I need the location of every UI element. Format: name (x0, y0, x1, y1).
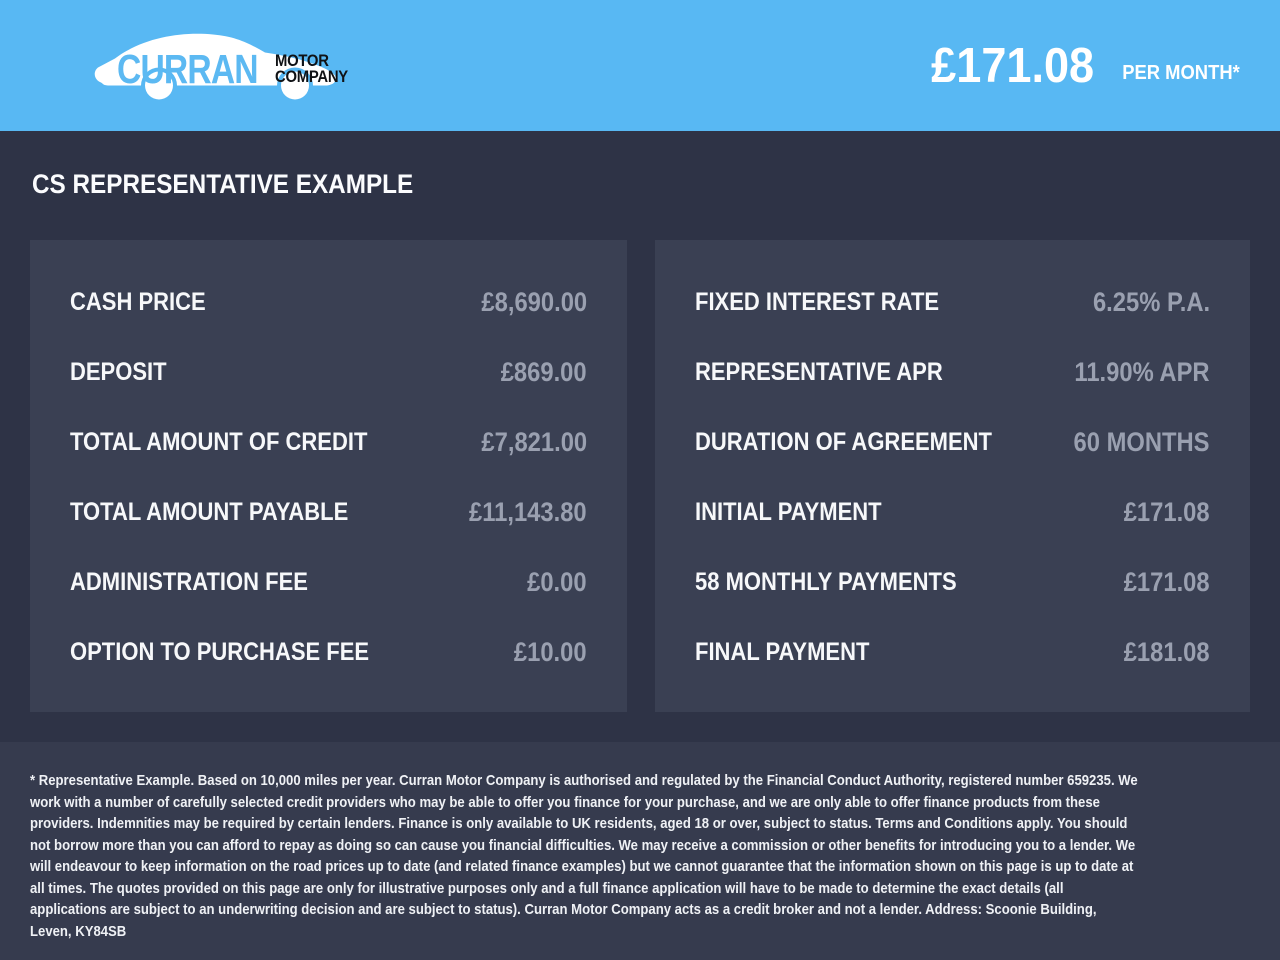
row-deposit: DEPOSIT £869.00 (70, 337, 587, 407)
row-value: £10.00 (514, 636, 587, 667)
row-initial-payment: INITIAL PAYMENT £171.08 (695, 477, 1210, 547)
row-label: 58 MONTHLY PAYMENTS (695, 567, 957, 596)
footer-disclaimer: * Representative Example. Based on 10,00… (30, 772, 1138, 940)
row-value: 60 MONTHS (1074, 426, 1210, 457)
company-logo[interactable]: CURRAN MOTOR COMPANY (85, 20, 348, 115)
row-total-amount-payable: TOTAL AMOUNT PAYABLE £11,143.80 (70, 477, 587, 547)
logo-brand-text: CURRAN (117, 46, 259, 92)
footer-bar: * Representative Example. Based on 10,00… (0, 742, 1280, 960)
logo-division-text: MOTOR COMPANY (274, 52, 348, 86)
row-value: 11.90% APR (1074, 356, 1210, 387)
row-administration-fee: ADMINISTRATION FEE £0.00 (70, 547, 587, 617)
row-label: FIXED INTEREST RATE (695, 287, 940, 316)
row-fixed-interest-rate: FIXED INTEREST RATE 6.25% P.A. (695, 267, 1210, 337)
row-option-to-purchase-fee: OPTION TO PURCHASE FEE £10.00 (70, 617, 587, 687)
monthly-price-suffix: PER MONTH* (1122, 62, 1240, 84)
row-monthly-payments: 58 MONTHLY PAYMENTS £171.08 (695, 547, 1210, 617)
row-label: OPTION TO PURCHASE FEE (70, 637, 370, 666)
row-cash-price: CASH PRICE £8,690.00 (70, 267, 587, 337)
row-label: INITIAL PAYMENT (695, 497, 882, 526)
page-title: CS REPRESENTATIVE EXAMPLE (32, 169, 414, 199)
row-label: TOTAL AMOUNT OF CREDIT (70, 427, 368, 456)
row-total-amount-of-credit: TOTAL AMOUNT OF CREDIT £7,821.00 (70, 407, 587, 477)
row-label: DEPOSIT (70, 357, 167, 386)
header-bar: CURRAN MOTOR COMPANY £171.08 PER MONTH* (0, 0, 1280, 131)
row-label: CASH PRICE (70, 287, 206, 316)
row-duration-of-agreement: DURATION OF AGREEMENT 60 MONTHS (695, 407, 1210, 477)
row-value: £869.00 (501, 356, 587, 387)
row-representative-apr: REPRESENTATIVE APR 11.90% APR (695, 337, 1210, 407)
row-value: £171.08 (1124, 566, 1210, 597)
row-label: DURATION OF AGREEMENT (695, 427, 992, 456)
row-value: £0.00 (527, 566, 587, 597)
row-final-payment: FINAL PAYMENT £181.08 (695, 617, 1210, 687)
row-value: £181.08 (1124, 636, 1210, 667)
row-value: 6.25% P.A. (1092, 286, 1210, 317)
monthly-price: £171.08 (931, 38, 1095, 93)
finance-example-section: CS REPRESENTATIVE EXAMPLE CASH PRICE £8,… (0, 131, 1280, 742)
finance-right-panel: FIXED INTEREST RATE 6.25% P.A. REPRESENT… (655, 240, 1250, 712)
row-value: £11,143.80 (469, 496, 587, 527)
row-label: REPRESENTATIVE APR (695, 357, 943, 386)
row-value: £7,821.00 (481, 426, 587, 457)
row-label: FINAL PAYMENT (695, 637, 870, 666)
finance-left-panel: CASH PRICE £8,690.00 DEPOSIT £869.00 TOT… (30, 240, 627, 712)
monthly-price-block: £171.08 PER MONTH* (917, 0, 1240, 131)
row-value: £8,690.00 (481, 286, 587, 317)
row-label: ADMINISTRATION FEE (70, 567, 308, 596)
row-label: TOTAL AMOUNT PAYABLE (70, 497, 349, 526)
row-value: £171.08 (1124, 496, 1210, 527)
